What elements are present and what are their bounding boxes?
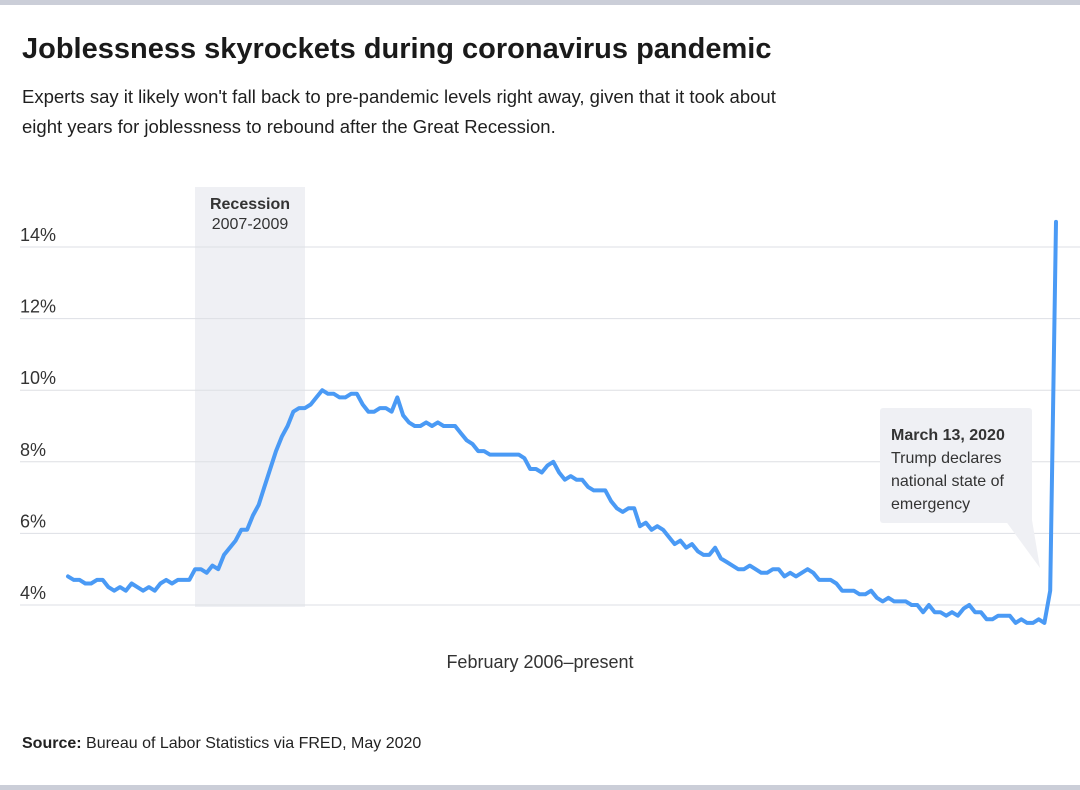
y-tick-label: 14% xyxy=(20,225,56,245)
y-axis-labels: 4% 6% 8% 10% 12% 14% xyxy=(20,225,56,603)
y-tick-label: 10% xyxy=(20,368,56,388)
recession-label: Recession 2007-2009 xyxy=(195,195,305,235)
recession-title: Recession xyxy=(209,196,291,213)
recession-band xyxy=(195,187,305,607)
y-tick-label: 12% xyxy=(20,297,56,317)
top-frame-bar xyxy=(0,0,1080,5)
recession-years: 2007-2009 xyxy=(211,216,289,233)
x-axis-label-text: February 2006–present xyxy=(446,652,634,672)
unemployment-line xyxy=(66,219,1058,625)
y-tick-label: 6% xyxy=(20,511,46,531)
annotation-pointer xyxy=(1005,520,1040,568)
y-tick-label: 8% xyxy=(20,440,46,460)
annotation-date: March 13, 2020 xyxy=(891,427,1005,444)
annotation-body: Trump declares national state of emergen… xyxy=(891,450,1004,513)
annotation-box xyxy=(880,408,1032,523)
source-text: Bureau of Labor Statistics via FRED, May… xyxy=(86,735,422,752)
annotation-text: March 13, 2020 Trump declares national s… xyxy=(891,424,1031,516)
source-note: Source: Bureau of Labor Statistics via F… xyxy=(22,735,421,753)
chart-title: Joblessness skyrockets during coronaviru… xyxy=(22,33,772,65)
x-axis-label: February 2006–present xyxy=(0,652,1080,673)
bottom-frame-bar xyxy=(0,785,1080,790)
source-label: Source: xyxy=(22,735,82,752)
y-tick-label: 4% xyxy=(20,583,46,603)
chart-subtitle: Experts say it likely won't fall back to… xyxy=(22,86,776,137)
